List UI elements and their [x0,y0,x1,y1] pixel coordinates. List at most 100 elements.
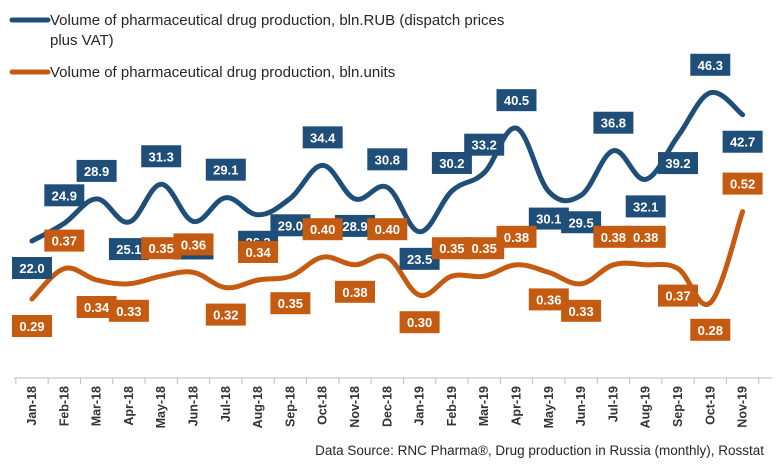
data-label-text: 0.36 [536,292,561,307]
rub-data-label: 29.1 [205,158,246,181]
units-data-label: 0.36 [528,288,569,311]
data-label-box [270,292,311,315]
rub-data-label: 30.2 [431,151,472,174]
units-data-label: 0.33 [108,299,149,322]
data-label-box [722,172,763,195]
data-label-text: 0.37 [52,234,77,249]
series-line-units [29,209,746,308]
data-label-text: 39.2 [665,156,690,171]
data-label-text: 0.33 [116,304,141,319]
data-label-text: 42.7 [730,135,755,150]
units-data-label: 0.30 [399,311,440,334]
rub-data-label: 23.5 [399,247,440,270]
data-label-text: 36.8 [601,116,626,131]
data-label-text: 0.38 [504,230,529,245]
rub-data-label: 34.4 [302,126,343,149]
data-label-box [367,218,408,241]
rub-data-label: 32.1 [625,195,666,218]
data-label-text: 0.33 [568,304,593,319]
data-label-text: 0.28 [698,323,723,338]
rub-data-label: 25.1 [108,238,149,261]
data-label-text: 0.30 [407,315,432,330]
units-data-label: 0.35 [270,292,311,315]
data-label-box [690,53,731,76]
rub-data-label: 24.9 [44,184,85,207]
rub-data-label: 28.9 [335,214,375,237]
data-label-box [528,207,569,230]
data-label-box [141,145,182,168]
data-label-box [722,130,763,153]
x-tick-label: Jan-18 [25,386,39,426]
x-tick-label: Dec-18 [380,386,394,427]
data-label-box [690,318,731,341]
data-label-text: 0.40 [375,222,400,237]
data-label-box [593,225,634,248]
data-label-text: 29.1 [213,163,238,178]
source-note: Data Source: RNC Pharma®, Drug productio… [315,443,764,458]
units-data-label: 0.52 [722,172,763,195]
units-data-label: 0.40 [367,218,408,241]
data-label-box [593,111,634,134]
units-data-label: 0.36 [173,233,214,256]
units-data-label: 0.38 [496,225,537,248]
x-tick-label: Oct-19 [703,386,717,425]
data-label-box [141,237,182,260]
rub-data-label: 31.3 [141,145,182,168]
data-label-text: 34.4 [310,130,336,145]
x-tick-label: Apr-18 [122,386,136,426]
x-tick-label: Nov-18 [348,386,362,428]
data-label-text: 0.38 [601,230,626,245]
x-tick-label: Nov-19 [736,386,750,428]
data-label-text: 30.2 [439,156,464,171]
data-label-text: 28.9 [342,219,367,234]
data-label-box [173,233,214,256]
data-label-text: 30.8 [375,152,400,167]
data-label-box [658,284,698,307]
data-label-text: 29.0 [278,218,303,233]
x-tick-label: Feb-18 [57,386,71,426]
data-label-text: 0.32 [213,308,238,323]
x-tick-label: Jun-19 [574,386,588,426]
x-tick-label: Jul-18 [219,386,233,422]
data-label-box [464,237,505,260]
data-label-box [335,280,375,303]
data-label-box [12,315,52,337]
data-label-box [464,133,505,156]
data-label-text: 0.34 [245,245,271,260]
rub-data-label: 33.2 [464,133,505,156]
rub-data-label: 22.0 [12,257,52,279]
x-tick-label: Apr-19 [510,386,524,426]
x-tick-label: Jul-19 [606,386,620,422]
data-label-box [108,238,149,261]
rub-data-label: 46.3 [690,53,731,76]
rub-data-label: 39.2 [658,152,698,175]
data-label-box [205,303,246,326]
x-tick-label: Feb-19 [445,386,459,426]
data-label-box [335,214,375,237]
x-tick-label: Mar-19 [477,386,491,426]
x-tick-label: Mar-18 [90,386,104,426]
data-label-text: 23.5 [407,252,432,267]
x-tick-label: May-19 [542,386,556,428]
data-label-box [302,218,343,241]
data-label-text: 0.35 [439,241,464,256]
rub-data-label: 29.5 [561,211,602,234]
data-label-text: 0.35 [472,241,497,256]
legend-label: Volume of pharmaceutical drug production… [50,12,504,29]
data-label-text: 46.3 [698,58,723,73]
rub-data-label: 42.7 [722,130,763,153]
x-tick-label: Aug-18 [251,386,265,428]
data-label-box [399,311,440,334]
legend-label: plus VAT) [50,32,114,49]
data-label-text: 25.1 [116,242,141,257]
data-label-box [238,241,279,263]
data-label-text: 0.52 [730,177,755,192]
units-data-label: 0.40 [302,218,343,241]
data-label-box [270,214,311,237]
x-tick-label: Oct-18 [316,386,330,425]
data-label-text: 31.3 [149,149,174,164]
rub-data-label: 40.5 [496,89,537,112]
rub-data-label: 28.9 [76,159,117,182]
